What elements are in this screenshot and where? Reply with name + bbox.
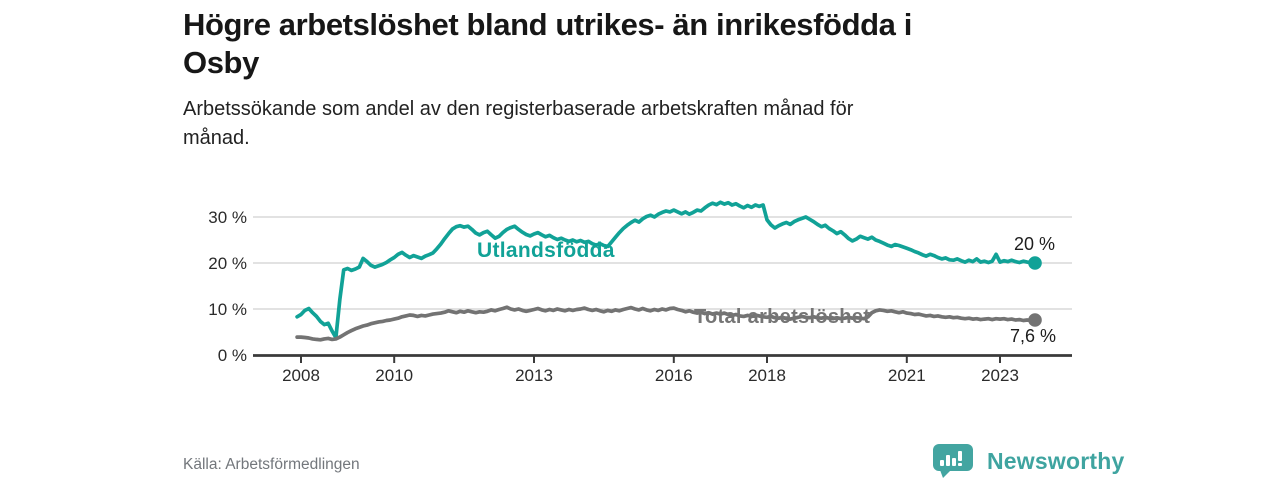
y-axis-tick-label: 30 % (208, 208, 247, 227)
x-axis-tick-label: 2021 (888, 366, 926, 385)
title-line-1: Högre arbetslöshet bland utrikes- än inr… (183, 7, 912, 42)
series-end-dot-1 (1028, 313, 1042, 327)
end-value-label-utlandsfodda: 20 % (1014, 234, 1056, 254)
page-title: Högre arbetslöshet bland utrikes- än inr… (183, 6, 1123, 82)
end-value-label-total: 7,6 % (1010, 326, 1057, 346)
newsworthy-wordmark: Newsworthy (987, 447, 1125, 474)
x-axis-tick-label: 2016 (655, 366, 693, 385)
subtitle-line-2: månad. (183, 127, 250, 149)
series-end-dot-0 (1028, 256, 1042, 270)
source-note: Källa: Arbetsförmedlingen (183, 456, 360, 473)
y-axis-tick-label: 20 % (208, 254, 247, 273)
x-axis-tick-label: 2013 (515, 366, 553, 385)
newsworthy-logo: Newsworthy (932, 444, 1124, 478)
series-label-utlandsfodda: Utlandsfödda (477, 239, 615, 262)
y-axis-tick-label: 0 % (218, 346, 247, 365)
subtitle-line-1: Arbetssökande som andel av den registerb… (183, 98, 854, 120)
chart-subtitle: Arbetssökande som andel av den registerb… (183, 95, 1123, 153)
x-axis-tick-label: 2023 (981, 366, 1019, 385)
x-axis-tick-label: 2008 (282, 366, 320, 385)
series-line-0 (295, 200, 1037, 340)
title-line-2: Osby (183, 45, 259, 80)
x-axis-tick-label: 2010 (375, 366, 413, 385)
series-line-1 (295, 305, 1037, 342)
bar-chart-bubble-icon (933, 444, 973, 478)
series-label-total-arbetsloshet: Total arbetslöshet (694, 306, 871, 328)
x-axis-tick-label: 2018 (748, 366, 786, 385)
y-axis-tick-label: 10 % (208, 300, 247, 319)
